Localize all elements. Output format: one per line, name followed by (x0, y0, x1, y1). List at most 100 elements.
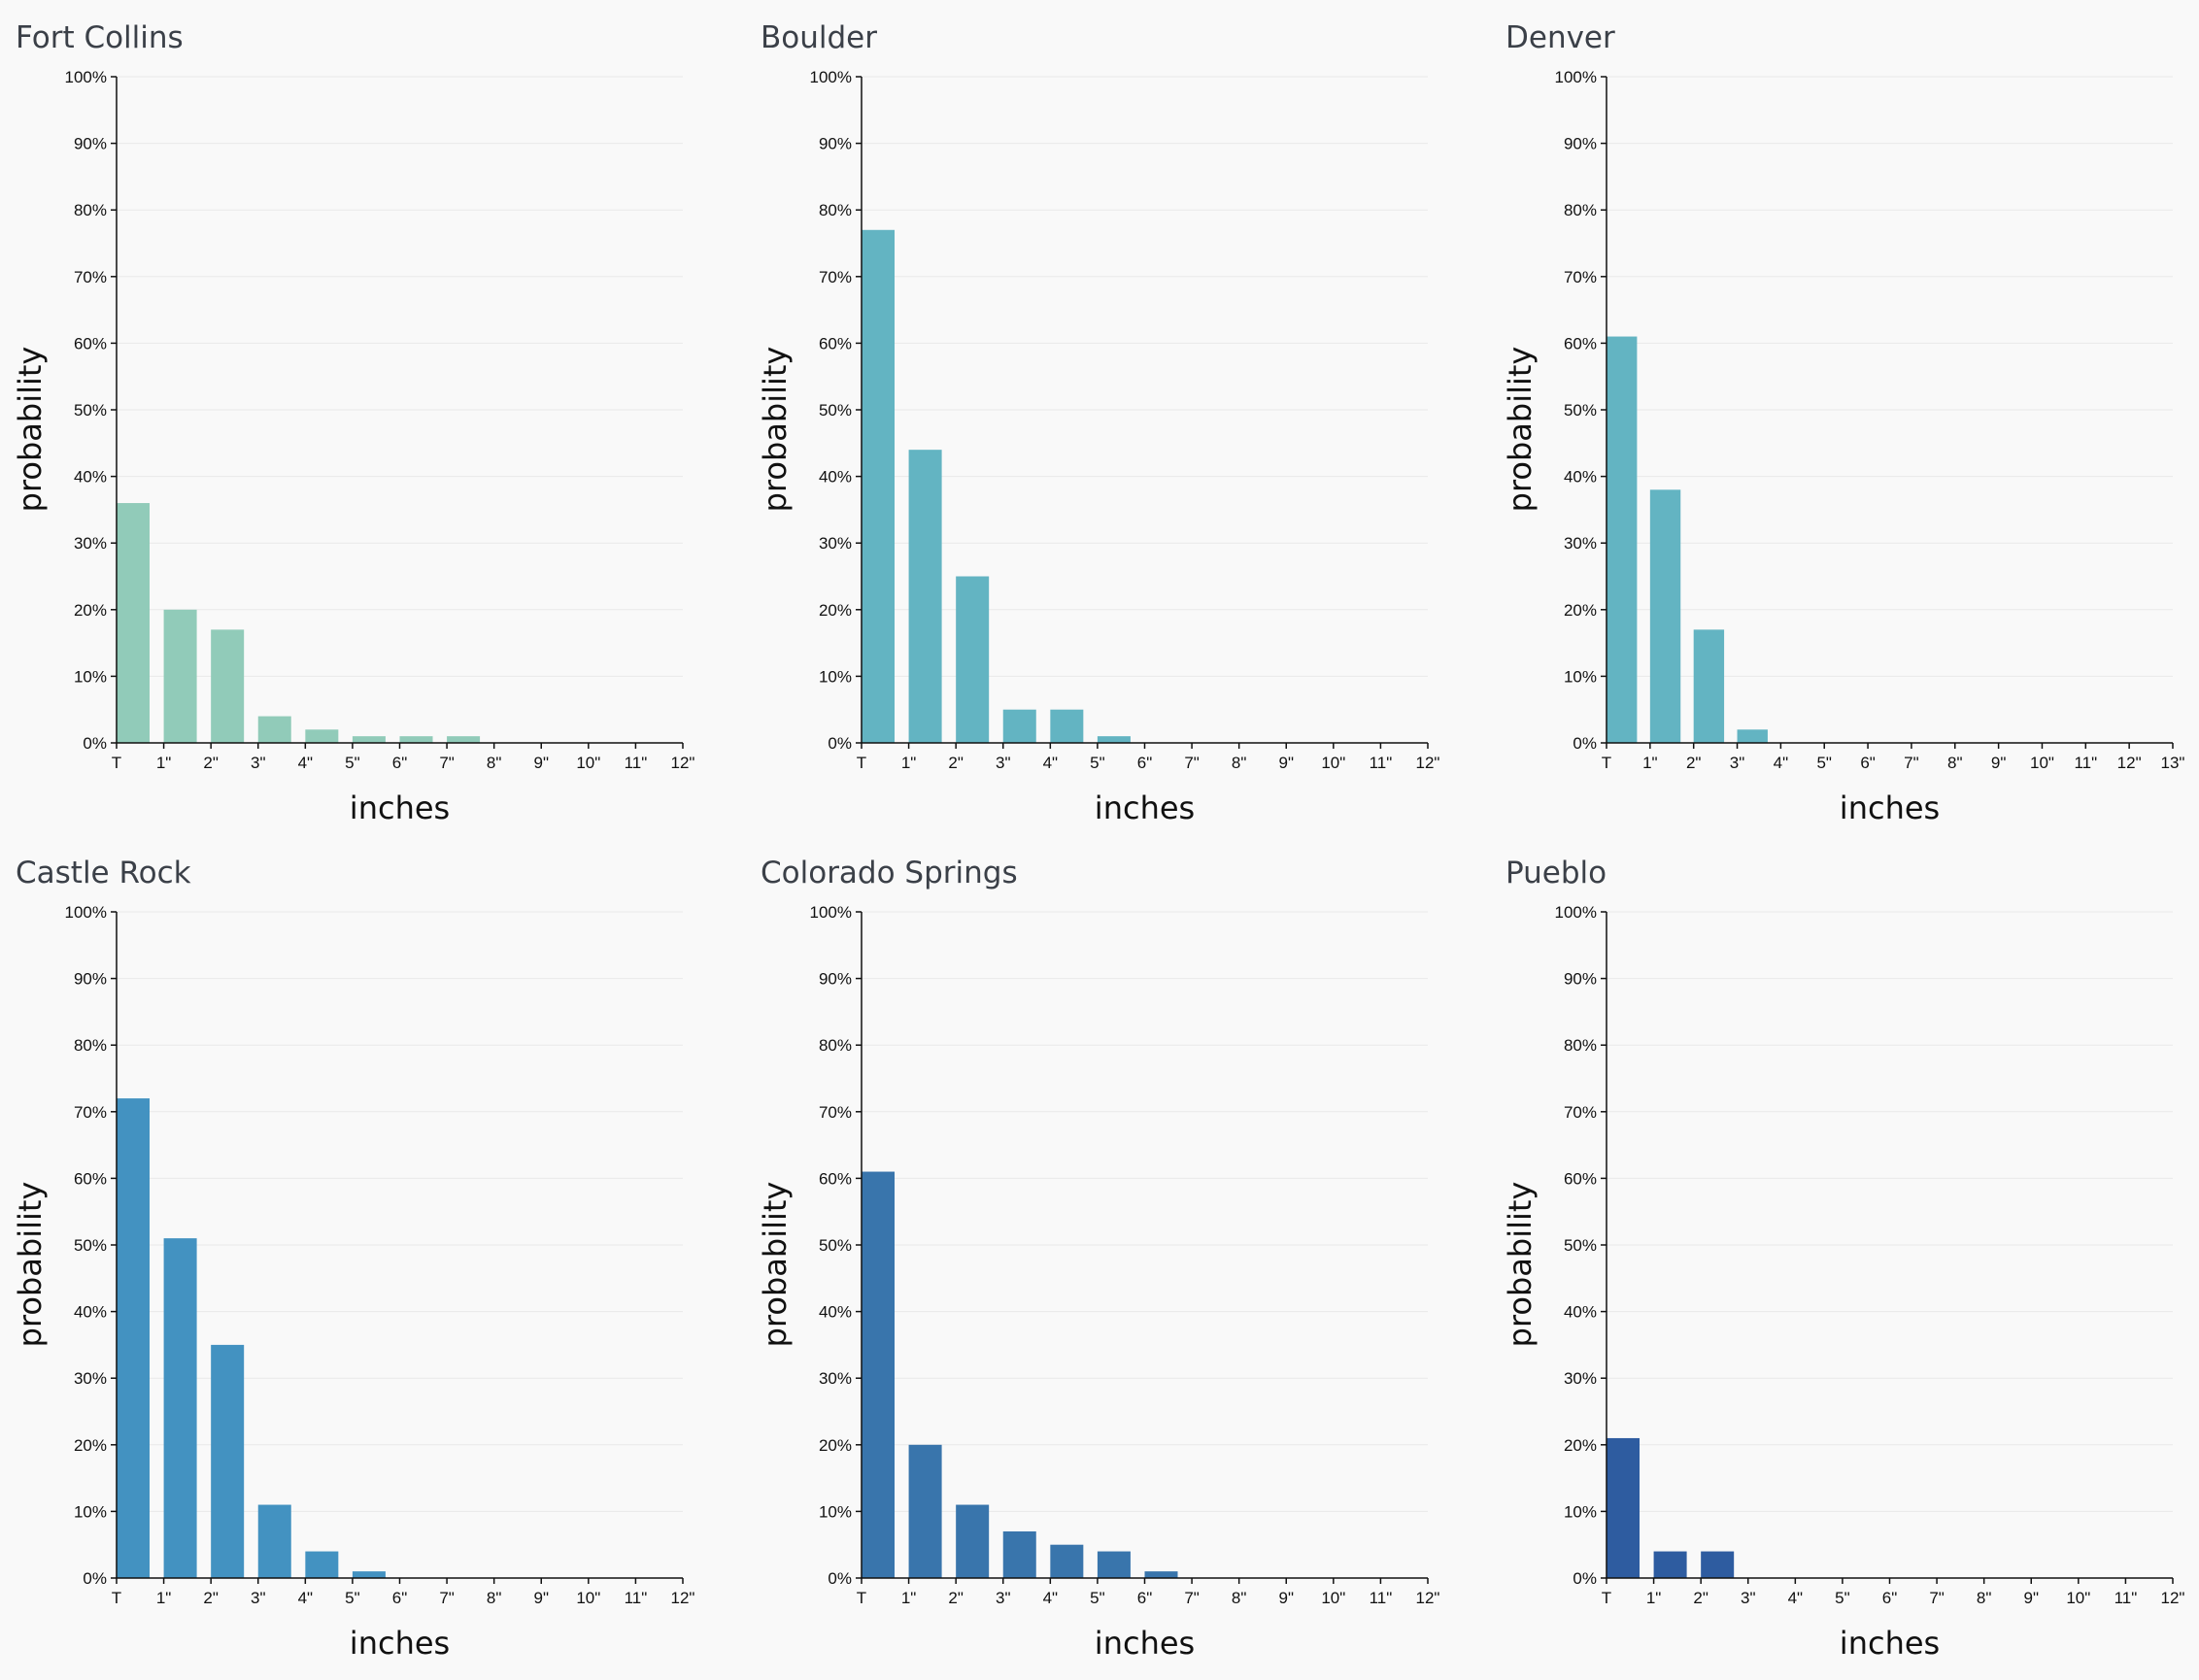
chart-panel: Boulder 0% 10% 20% 30% 40% 50% 60% 70% 80% 90% 100%… (745, 0, 1478, 835)
x-tick-label: 9" (534, 754, 550, 772)
x-tick-label: 5" (1835, 1589, 1850, 1607)
x-tick-label: 13" (2161, 754, 2185, 772)
bar (257, 1504, 291, 1578)
x-tick-label: 11" (2114, 1589, 2138, 1607)
x-tick-label: 6" (1137, 1589, 1153, 1607)
x-tick-label: 11" (1370, 754, 1393, 772)
chart-panel: Fort Collins 0% 10% 20% 30% 40% 50% 60% 70% 80% 90… (0, 0, 733, 835)
x-tick-label: 1" (156, 1589, 172, 1607)
chart-svg: Colorado Springs 0% 10% 20% 30% 40% 50% 60% 70% 8… (757, 856, 1439, 1662)
bar (956, 576, 990, 743)
bar (163, 609, 197, 743)
y-axis-label: probability (1502, 1182, 1539, 1348)
y-tick-label: 20% (1564, 1436, 1597, 1455)
y-tick-label: 20% (819, 601, 852, 620)
bar (1607, 336, 1638, 743)
x-tick-label: 2" (203, 754, 219, 772)
x-tick-label: 7" (1184, 1589, 1200, 1607)
y-tick-label: 0% (828, 1569, 852, 1588)
chart-title: Colorado Springs (761, 856, 1018, 890)
y-tick-label: 10% (1564, 1502, 1597, 1521)
y-axis-label: probability (757, 347, 794, 513)
y-tick-label: 100% (810, 903, 852, 922)
x-tick-label: T (857, 1589, 866, 1607)
chart-title: Fort Collins (16, 20, 184, 55)
y-tick-label: 60% (819, 1169, 852, 1188)
bar (1649, 489, 1681, 743)
x-tick-label: 8" (1947, 754, 1963, 772)
y-tick-label: 40% (74, 468, 107, 487)
bar (1607, 1437, 1641, 1578)
x-tick-label: 7" (439, 754, 455, 772)
chart-title: Denver (1505, 20, 1615, 55)
y-tick-label: 70% (74, 1103, 107, 1122)
y-tick-label: 80% (1564, 1036, 1597, 1055)
x-tick-label: 5" (345, 1589, 360, 1607)
x-tick-label: 1" (901, 1589, 917, 1607)
y-tick-label: 40% (1564, 1303, 1597, 1322)
y-tick-label: 10% (74, 1502, 107, 1521)
x-tick-label: 8" (487, 754, 502, 772)
chart-svg: Fort Collins 0% 10% 20% 30% 40% 50% 60% 70% 80% 90… (12, 20, 695, 826)
x-tick-label: 11" (625, 1589, 648, 1607)
y-tick-label: 80% (1564, 201, 1597, 219)
x-tick-label: 8" (487, 1589, 502, 1607)
y-tick-label: 70% (819, 268, 852, 286)
y-tick-label: 60% (1564, 334, 1597, 353)
y-tick-label: 40% (819, 1303, 852, 1322)
x-tick-label: 4" (1788, 1589, 1804, 1607)
y-tick-label: 0% (83, 1569, 107, 1588)
y-tick-label: 20% (1564, 601, 1597, 620)
bar (1701, 1551, 1735, 1578)
x-tick-label: T (112, 1589, 121, 1607)
x-tick-label: 3" (251, 754, 266, 772)
x-tick-label: 11" (625, 754, 648, 772)
y-tick-label: 10% (1564, 667, 1597, 686)
x-tick-label: 10" (576, 1589, 600, 1607)
bar (908, 1444, 942, 1578)
y-tick-label: 50% (1564, 401, 1597, 420)
bar (305, 729, 339, 743)
x-tick-label: 2" (948, 1589, 964, 1607)
x-tick-label: 5" (1090, 754, 1105, 772)
y-tick-label: 60% (74, 1169, 107, 1188)
bar (117, 1098, 151, 1578)
y-tick-label: 60% (1564, 1169, 1597, 1188)
x-tick-label: 3" (996, 754, 1011, 772)
x-tick-label: T (857, 754, 866, 772)
x-tick-label: 7" (1904, 754, 1919, 772)
x-axis-label: inches (1095, 1625, 1195, 1662)
x-tick-label: 1" (156, 754, 172, 772)
bar (352, 1571, 386, 1578)
y-tick-label: 100% (810, 68, 852, 86)
bar (1050, 1544, 1084, 1578)
y-tick-label: 100% (1555, 68, 1597, 86)
bar (1097, 1551, 1131, 1578)
bar (447, 736, 481, 743)
y-tick-label: 10% (819, 667, 852, 686)
x-tick-label: 12" (671, 754, 695, 772)
x-axis-label: inches (1840, 1625, 1940, 1662)
y-axis-label: probability (12, 347, 49, 513)
bar (211, 1344, 245, 1578)
x-tick-label: 2" (1693, 1589, 1708, 1607)
chart-svg: Boulder 0% 10% 20% 30% 40% 50% 60% 70% 80% 90% 100%… (757, 20, 1439, 826)
x-tick-label: 6" (392, 754, 408, 772)
x-tick-label: 4" (1043, 754, 1059, 772)
y-tick-label: 30% (819, 1369, 852, 1388)
x-tick-label: 1" (901, 754, 917, 772)
x-tick-label: 5" (1090, 1589, 1105, 1607)
chart-svg: Castle Rock 0% 10% 20% 30% 40% 50% 60% 70% 80% 90%… (12, 856, 695, 1662)
x-tick-label: T (1602, 754, 1611, 772)
bar (862, 1171, 896, 1578)
y-tick-label: 30% (74, 534, 107, 553)
x-tick-label: 7" (1929, 1589, 1945, 1607)
x-tick-label: 9" (2024, 1589, 2040, 1607)
x-tick-label: 12" (671, 1589, 695, 1607)
bar (211, 629, 245, 743)
x-tick-label: 9" (1991, 754, 2007, 772)
y-tick-label: 50% (819, 1236, 852, 1255)
y-tick-label: 10% (74, 667, 107, 686)
bar (1737, 729, 1768, 743)
